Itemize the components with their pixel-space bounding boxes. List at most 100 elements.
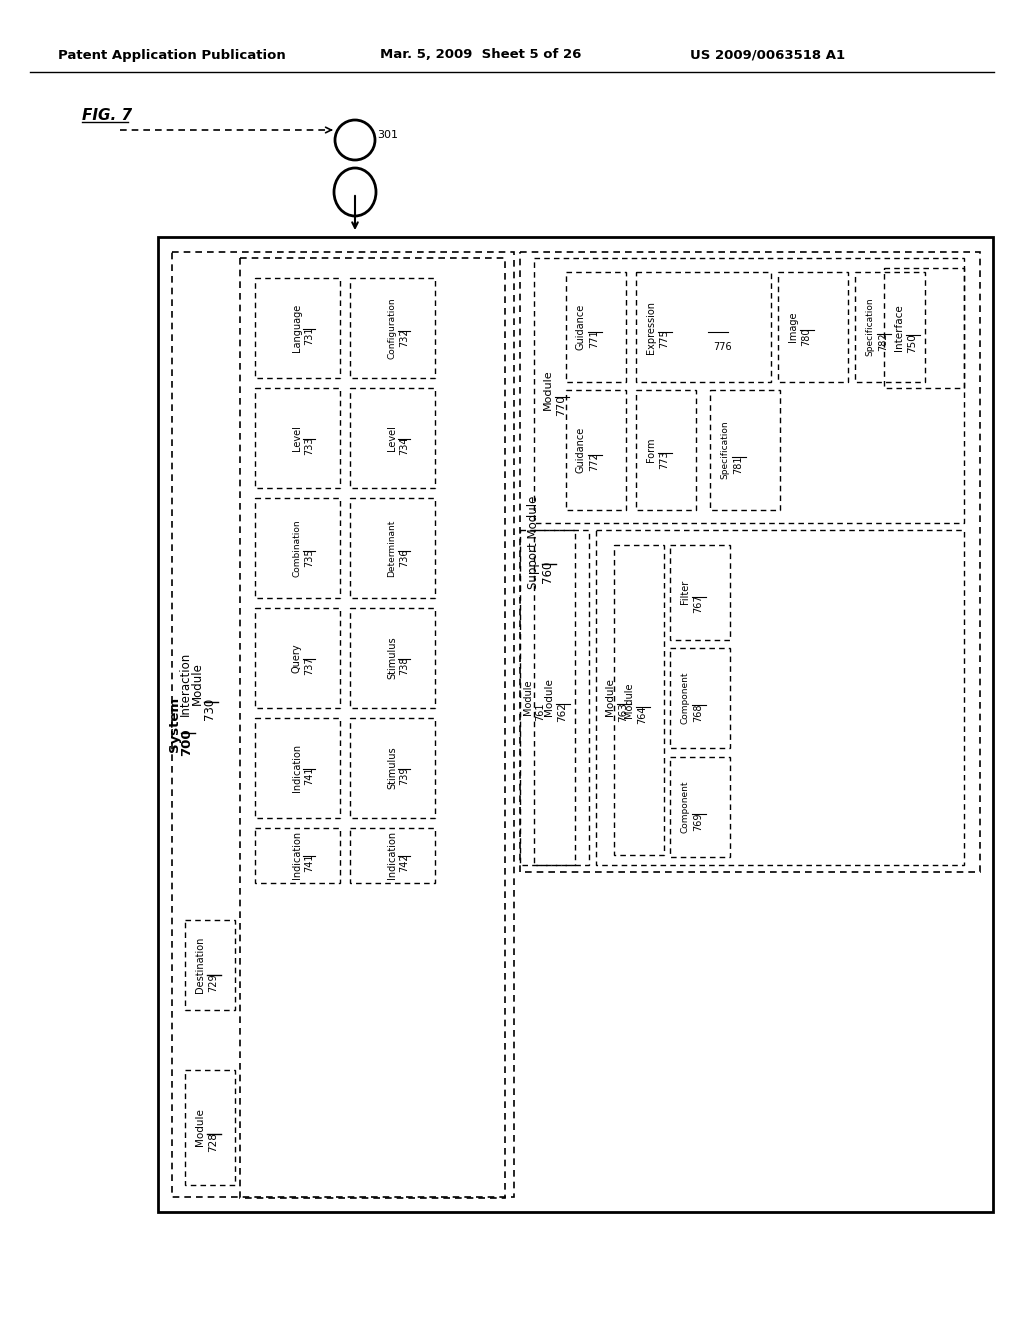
- Text: Mar. 5, 2009  Sheet 5 of 26: Mar. 5, 2009 Sheet 5 of 26: [380, 49, 582, 62]
- Bar: [520, 252, 980, 873]
- Text: Component: Component: [681, 672, 689, 725]
- Text: Module: Module: [523, 680, 534, 714]
- Bar: [350, 609, 435, 708]
- Text: 763: 763: [618, 702, 628, 722]
- Bar: [884, 268, 964, 388]
- Text: Stimulus: Stimulus: [387, 747, 397, 789]
- Text: Image: Image: [788, 312, 798, 342]
- Text: 732: 732: [399, 329, 409, 347]
- Bar: [670, 756, 730, 857]
- Text: 741: 741: [304, 854, 314, 873]
- Text: 764: 764: [637, 706, 647, 725]
- Text: 738: 738: [399, 657, 409, 676]
- Text: 741: 741: [304, 767, 314, 785]
- Bar: [350, 388, 435, 488]
- Text: 762: 762: [557, 702, 567, 722]
- Text: 770: 770: [556, 395, 566, 416]
- Text: 728: 728: [208, 1133, 218, 1152]
- Text: Component: Component: [681, 780, 689, 833]
- Text: US 2009/0063518 A1: US 2009/0063518 A1: [690, 49, 845, 62]
- Bar: [534, 257, 964, 523]
- Bar: [636, 389, 696, 510]
- Text: Determinant: Determinant: [387, 519, 396, 577]
- Text: Guidance: Guidance: [575, 426, 586, 473]
- Text: 750: 750: [907, 333, 918, 352]
- Text: 780: 780: [801, 327, 811, 346]
- Text: 760: 760: [542, 561, 555, 583]
- Bar: [520, 531, 575, 865]
- Text: 768: 768: [693, 704, 703, 722]
- Text: 739: 739: [399, 767, 409, 785]
- Text: Interaction: Interaction: [178, 652, 191, 717]
- Text: Stimulus: Stimulus: [387, 636, 397, 680]
- Text: 773: 773: [659, 450, 669, 470]
- Text: Expression: Expression: [646, 301, 656, 354]
- Text: Patent Application Publication: Patent Application Publication: [58, 49, 286, 62]
- Bar: [614, 545, 664, 855]
- Bar: [185, 1071, 234, 1185]
- Text: Destination: Destination: [195, 937, 205, 993]
- Text: 731: 731: [304, 327, 314, 346]
- Bar: [255, 828, 340, 883]
- Bar: [534, 531, 589, 865]
- Text: 735: 735: [304, 549, 314, 568]
- Text: 730: 730: [204, 698, 216, 721]
- Text: Guidance: Guidance: [575, 304, 586, 350]
- Bar: [566, 272, 626, 381]
- Text: 775: 775: [659, 330, 669, 348]
- Bar: [710, 389, 780, 510]
- Text: 782: 782: [878, 333, 888, 351]
- Text: Combination: Combination: [293, 519, 301, 577]
- Bar: [255, 388, 340, 488]
- Text: 734: 734: [399, 437, 409, 455]
- Text: Language: Language: [292, 304, 302, 352]
- Text: 761: 761: [535, 702, 545, 721]
- Bar: [255, 498, 340, 598]
- Text: Module: Module: [624, 682, 634, 718]
- Text: Specification: Specification: [865, 298, 874, 356]
- Text: 742: 742: [399, 854, 409, 873]
- Text: 301: 301: [377, 129, 398, 140]
- Bar: [255, 279, 340, 378]
- Text: Level: Level: [387, 425, 397, 451]
- Text: Module: Module: [190, 663, 204, 705]
- Text: 736: 736: [399, 549, 409, 568]
- Text: Module: Module: [544, 678, 554, 715]
- Text: System: System: [168, 697, 180, 752]
- Text: 769: 769: [693, 813, 703, 832]
- Text: Specification: Specification: [721, 421, 729, 479]
- Text: Support Module: Support Module: [527, 495, 541, 589]
- Bar: [670, 545, 730, 640]
- Text: FIG. 7: FIG. 7: [82, 107, 132, 123]
- Bar: [255, 718, 340, 818]
- Text: Form: Form: [646, 438, 656, 462]
- Text: Indication: Indication: [387, 830, 397, 879]
- Bar: [172, 252, 514, 1197]
- Text: Module: Module: [543, 370, 553, 411]
- Text: 733: 733: [304, 437, 314, 455]
- Text: Indication: Indication: [292, 830, 302, 879]
- Text: Indication: Indication: [292, 744, 302, 792]
- Text: Filter: Filter: [680, 579, 690, 605]
- Bar: [350, 828, 435, 883]
- Bar: [350, 279, 435, 378]
- Bar: [855, 272, 925, 381]
- Bar: [350, 718, 435, 818]
- Text: Interface: Interface: [894, 305, 904, 351]
- Bar: [158, 238, 993, 1212]
- Bar: [350, 498, 435, 598]
- Bar: [636, 272, 771, 381]
- Text: 700: 700: [180, 729, 194, 756]
- Text: 737: 737: [304, 656, 314, 676]
- Text: 776: 776: [714, 342, 732, 352]
- Bar: [670, 648, 730, 748]
- Text: Module: Module: [195, 1107, 205, 1146]
- Bar: [255, 609, 340, 708]
- Text: Query: Query: [292, 643, 302, 673]
- Bar: [778, 272, 848, 381]
- Bar: [596, 531, 964, 865]
- Text: 767: 767: [693, 595, 703, 614]
- Text: Module: Module: [605, 678, 615, 715]
- Text: 729: 729: [208, 974, 218, 993]
- Bar: [566, 389, 626, 510]
